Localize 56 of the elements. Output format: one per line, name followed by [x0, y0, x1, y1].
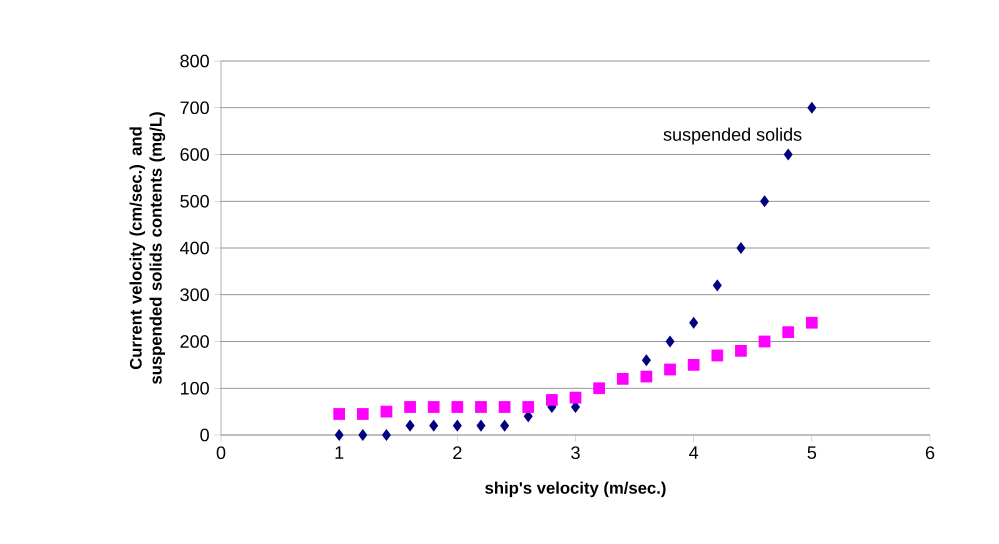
series-label: suspended solids — [664, 128, 802, 144]
point — [452, 420, 462, 432]
point — [758, 336, 770, 348]
x-axis-title: ship's velocity (m/sec.) — [485, 482, 666, 498]
point — [664, 364, 676, 376]
point — [640, 370, 652, 382]
x-tick-label: 0 — [216, 446, 226, 460]
x-tick-label: 6 — [926, 446, 934, 460]
point — [807, 102, 816, 114]
y-tick-label: 300 — [180, 288, 209, 302]
y-tick-label: 800 — [180, 54, 209, 68]
point — [593, 382, 606, 394]
point — [712, 280, 722, 292]
x-tick-label: 5 — [808, 446, 816, 459]
point — [711, 350, 724, 362]
y-tick-label: 200 — [180, 335, 209, 348]
point — [546, 394, 558, 406]
x-tick-label: 1 — [336, 446, 344, 459]
y-tick-label: 500 — [180, 194, 209, 208]
point — [451, 401, 464, 413]
point — [428, 401, 440, 413]
y-tick-label: 0 — [200, 428, 209, 442]
point — [500, 420, 510, 432]
point — [735, 344, 747, 357]
point — [806, 316, 818, 329]
y-tick-label: 100 — [180, 382, 209, 395]
point — [358, 429, 368, 441]
point — [666, 336, 675, 348]
x-tick-label: 2 — [453, 446, 462, 459]
x-tick-label: 4 — [689, 446, 698, 459]
y-tick-label: 400 — [180, 242, 209, 254]
point — [616, 373, 629, 385]
point — [688, 359, 700, 371]
point — [522, 401, 534, 413]
point — [476, 420, 486, 432]
point — [380, 406, 392, 418]
point — [689, 316, 698, 329]
y-tick-label: 600 — [180, 148, 209, 161]
y-axis-title: Current velocity (cm/sec.) and suspended solids contents (mg/L) — [129, 112, 166, 384]
point — [475, 401, 487, 413]
x-tick-label: 3 — [571, 446, 580, 460]
point — [404, 401, 416, 413]
y-tick-label: 700 — [180, 101, 209, 114]
point — [333, 408, 346, 420]
point — [736, 242, 746, 254]
point — [642, 354, 651, 366]
point — [429, 420, 438, 432]
point — [782, 326, 794, 338]
point — [356, 408, 369, 420]
point — [760, 195, 770, 208]
point — [570, 392, 582, 404]
point — [498, 401, 510, 413]
point — [784, 148, 793, 160]
point — [382, 429, 391, 441]
point — [334, 429, 344, 441]
point — [406, 420, 415, 432]
